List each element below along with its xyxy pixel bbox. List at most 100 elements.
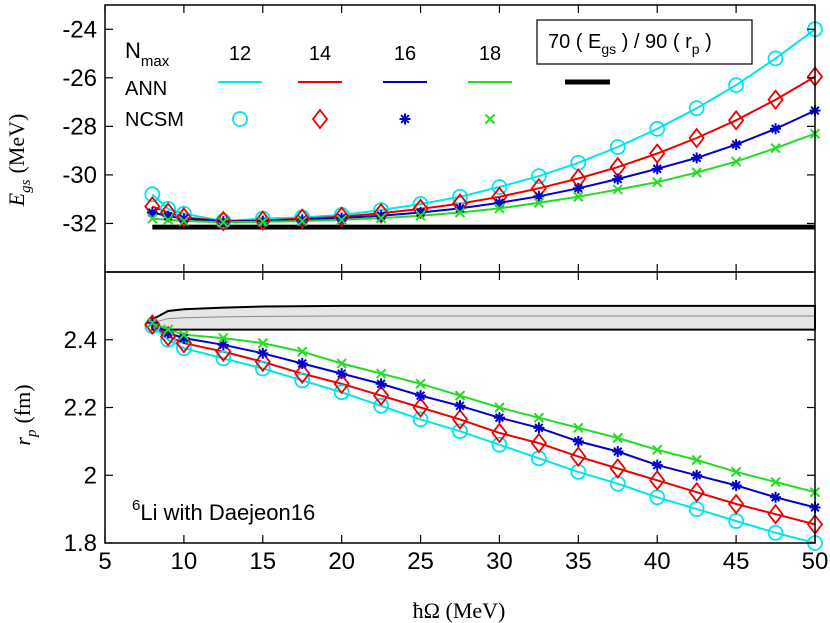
radius-point-nmax-18 xyxy=(730,466,742,478)
legend-nmax-14: 14 xyxy=(309,43,331,65)
radius-point-nmax-14 xyxy=(144,314,161,335)
legend-extrapolation-box xyxy=(536,19,753,65)
radius-point-nmax-18 xyxy=(612,432,623,444)
energy-panel: -32 -30 -28 -26 -24 Egs (MeV) Nmax ANN NCSM 1… xyxy=(4,4,824,273)
radius-point-nmax-18 xyxy=(162,324,174,335)
radius-point-nmax-14 xyxy=(491,422,508,444)
radius-point-nmax-14 xyxy=(609,458,626,479)
legend-marker-18 xyxy=(484,113,496,125)
energy-point-nmax-16 xyxy=(336,212,348,224)
energy-point-nmax-16 xyxy=(691,152,703,164)
x-tick-label: 40 xyxy=(644,548,671,575)
nucleus-annotation: 6Li with Daejeon16 xyxy=(132,497,315,525)
radius-point-nmax-18 xyxy=(691,454,702,466)
energy-point-nmax-12 xyxy=(530,168,547,185)
energy-line-nmax-16 xyxy=(152,109,816,223)
radius-point-nmax-18 xyxy=(336,358,347,369)
energy-extrapolation-band xyxy=(152,224,816,230)
energy-point-nmax-18 xyxy=(691,167,702,178)
energy-line-nmax-18 xyxy=(152,132,816,224)
energy-point-nmax-18 xyxy=(375,212,387,224)
energy-point-nmax-14 xyxy=(333,206,350,228)
radius-point-nmax-12 xyxy=(254,360,271,377)
legend-marker-12 xyxy=(232,111,248,127)
radius-y-tick-label: 2.2 xyxy=(64,395,97,422)
radius-point-nmax-16 xyxy=(415,390,427,402)
radius-point-nmax-18 xyxy=(573,422,584,434)
radius-point-nmax-16 xyxy=(296,357,308,369)
energy-point-nmax-16 xyxy=(533,190,545,202)
radius-point-nmax-12 xyxy=(373,397,390,414)
legend-marker-14 xyxy=(311,108,329,130)
energy-point-nmax-16 xyxy=(493,197,505,209)
radius-extrapolation-band xyxy=(151,304,816,331)
energy-y-tick-label: -30 xyxy=(62,162,97,189)
legend-nmax-label: Nmax xyxy=(125,38,170,70)
radius-point-nmax-14 xyxy=(570,446,587,468)
radius-point-nmax-14 xyxy=(451,408,469,430)
energy-point-nmax-16 xyxy=(572,182,584,194)
radius-point-nmax-18 xyxy=(652,444,663,456)
energy-y-axis-label: Egs (MeV) xyxy=(4,114,34,208)
energy-point-nmax-18 xyxy=(178,215,190,227)
energy-y-tick-label: -32 xyxy=(62,210,97,237)
radius-y-axis-label: rp (fm) xyxy=(10,384,40,445)
x-tick-label: 25 xyxy=(407,548,434,575)
energy-point-nmax-18 xyxy=(415,210,426,221)
radius-point-nmax-16 xyxy=(493,412,505,424)
energy-point-nmax-12 xyxy=(609,139,626,155)
radius-band-area xyxy=(151,304,816,331)
radius-point-nmax-12 xyxy=(412,411,429,428)
energy-point-nmax-14 xyxy=(175,206,193,228)
radius-y-tick-label: 1.8 xyxy=(64,530,97,557)
x-tick-label: 10 xyxy=(171,548,198,575)
x-tick-label: 20 xyxy=(328,548,355,575)
energy-point-nmax-12 xyxy=(491,179,508,195)
radius-point-nmax-16 xyxy=(770,491,782,503)
radius-point-nmax-16 xyxy=(730,479,742,491)
radius-point-nmax-14 xyxy=(530,432,548,454)
radius-point-nmax-14 xyxy=(727,493,745,515)
energy-point-nmax-16 xyxy=(375,210,387,222)
x-tick-label: 45 xyxy=(723,548,750,575)
radius-point-nmax-16 xyxy=(336,368,348,380)
radius-point-nmax-14 xyxy=(294,363,311,385)
energy-y-tick-label: -26 xyxy=(62,65,97,92)
radius-point-nmax-16 xyxy=(691,469,703,481)
legend-extrapolation-label: 70 ( Egs ) / 90 ( rp ) xyxy=(548,31,712,57)
radius-point-nmax-18 xyxy=(375,368,387,379)
energy-point-nmax-18 xyxy=(147,213,158,224)
energy-point-nmax-12 xyxy=(144,186,161,203)
radius-point-nmax-16 xyxy=(572,435,584,447)
energy-point-nmax-18 xyxy=(533,197,545,209)
radius-point-nmax-18 xyxy=(770,476,781,488)
energy-point-nmax-14 xyxy=(727,109,745,131)
radius-point-nmax-14 xyxy=(215,341,232,363)
radius-point-nmax-14 xyxy=(688,481,705,503)
legend-ncsm-label: NCSM xyxy=(125,109,184,131)
radius-point-nmax-12 xyxy=(491,436,508,453)
radius-y-unit: (fm) xyxy=(10,384,35,423)
radius-point-nmax-12 xyxy=(333,384,350,401)
radius-y-var: r xyxy=(10,437,35,446)
energy-band-area xyxy=(152,224,816,230)
radius-point-nmax-18 xyxy=(147,317,158,329)
x-axis-label: ħΩ (MeV) xyxy=(413,598,506,623)
radius-point-nmax-12 xyxy=(294,372,311,389)
radius-point-nmax-16 xyxy=(375,378,387,390)
energy-point-nmax-16 xyxy=(612,173,624,185)
energy-point-nmax-16 xyxy=(770,123,782,135)
radius-point-nmax-12 xyxy=(767,524,784,541)
radius-point-nmax-16 xyxy=(217,339,229,351)
radius-point-nmax-18 xyxy=(218,332,229,344)
legend-marker-16 xyxy=(399,113,411,125)
radius-panel: 1.8 2 2.2 2.4 5 10 15 20 25 30 35 40 45 50 rp (fm) ħΩ… xyxy=(10,271,828,623)
energy-point-nmax-18 xyxy=(770,143,781,154)
energy-point-nmax-18 xyxy=(297,215,308,227)
radius-point-nmax-14 xyxy=(372,385,390,407)
energy-point-nmax-18 xyxy=(257,216,268,227)
energy-y-ticks: -32 -30 -28 -26 -24 xyxy=(62,5,816,272)
x-tick-label: 5 xyxy=(98,548,111,575)
legend-nmax-16: 16 xyxy=(394,43,416,65)
energy-point-nmax-18 xyxy=(730,156,742,167)
